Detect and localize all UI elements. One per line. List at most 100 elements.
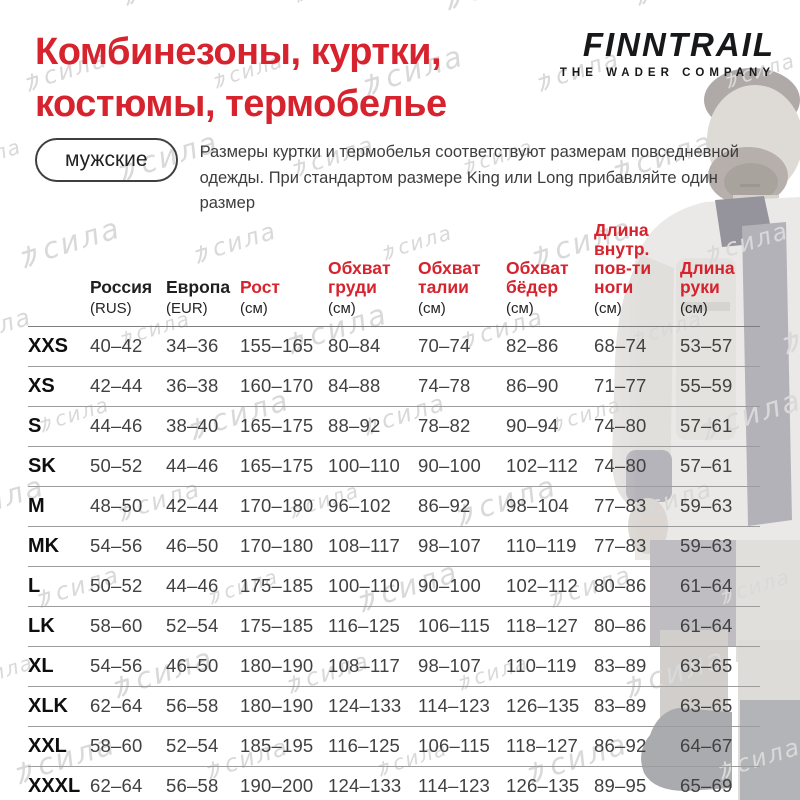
size-value: 48–50 <box>90 486 166 527</box>
size-value: 80–86 <box>594 606 680 647</box>
size-value: 62–64 <box>90 686 166 727</box>
title-line-1: Комбинезоны, куртки, <box>35 31 442 73</box>
size-value: 185–195 <box>240 726 328 767</box>
size-value: 108–117 <box>328 526 418 567</box>
size-value: 98–107 <box>418 646 506 687</box>
brand-logo: FINNTRAIL THE WADER COMPANY <box>560 26 775 79</box>
brand-tagline: THE WADER COMPANY <box>559 67 775 79</box>
size-value: 84–88 <box>328 366 418 407</box>
size-value: 88–92 <box>328 406 418 447</box>
size-value: 155–165 <box>240 326 328 367</box>
size-label: SK <box>28 446 90 487</box>
column-header-arm: Длина руки (см) <box>680 220 760 327</box>
size-value: 34–36 <box>166 326 240 367</box>
size-value: 77–83 <box>594 526 680 567</box>
size-value: 180–190 <box>240 646 328 687</box>
size-value: 116–125 <box>328 606 418 647</box>
size-value: 118–127 <box>506 606 594 647</box>
size-value: 86–92 <box>594 726 680 767</box>
size-value: 61–64 <box>680 606 760 647</box>
size-value: 90–100 <box>418 446 506 487</box>
size-label: L <box>28 566 90 607</box>
size-value: 54–56 <box>90 526 166 567</box>
size-value: 98–107 <box>418 526 506 567</box>
size-value: 96–102 <box>328 486 418 527</box>
size-value: 175–185 <box>240 566 328 607</box>
size-value: 57–61 <box>680 406 760 447</box>
size-value: 78–82 <box>418 406 506 447</box>
table-row: XLK 62–64 56–58 180–190 124–133 114–123 126–13… <box>28 686 760 727</box>
size-value: 42–44 <box>90 366 166 407</box>
size-value: 114–123 <box>418 686 506 727</box>
size-value: 126–135 <box>506 686 594 727</box>
size-value: 106–115 <box>418 606 506 647</box>
size-value: 50–52 <box>90 566 166 607</box>
size-label: S <box>28 406 90 447</box>
size-value: 55–59 <box>680 366 760 407</box>
size-value: 82–86 <box>506 326 594 367</box>
size-label: MK <box>28 526 90 567</box>
size-value: 170–180 <box>240 486 328 527</box>
size-value: 170–180 <box>240 526 328 567</box>
column-header-hips: Обхват бёдер (см) <box>506 220 594 327</box>
table-row: MK 54–56 46–50 170–180 108–117 98–107 110–119 7… <box>28 526 760 567</box>
size-value: 58–60 <box>90 606 166 647</box>
table-row: L 50–52 44–46 175–185 100–110 90–100 102–112 80… <box>28 566 760 607</box>
size-value: 86–90 <box>506 366 594 407</box>
size-value: 90–94 <box>506 406 594 447</box>
size-value: 44–46 <box>90 406 166 447</box>
size-value: 65–69 <box>680 775 733 797</box>
size-value: 86–92 <box>418 486 506 527</box>
size-value: 56–58 <box>166 775 219 797</box>
size-value: 100–110 <box>328 446 418 487</box>
size-value: 100–110 <box>328 566 418 607</box>
size-label: M <box>28 486 90 527</box>
size-value: 62–64 <box>90 775 143 797</box>
size-value: 74–80 <box>594 446 680 487</box>
size-value: 53–57 <box>680 326 760 367</box>
size-value: 118–127 <box>506 726 594 767</box>
column-header-inseam: Длина внутр. пов-ти ноги (см) <box>594 220 680 327</box>
size-value: 38–40 <box>166 406 240 447</box>
intro-text: Размеры куртки и термобелья соответствую… <box>199 143 739 213</box>
size-value: 102–112 <box>506 446 594 487</box>
size-value: 110–119 <box>506 646 594 687</box>
size-value: 46–50 <box>166 646 240 687</box>
size-value: 54–56 <box>90 646 166 687</box>
size-label: LK <box>28 606 90 647</box>
size-value: 44–46 <box>166 446 240 487</box>
size-value: 40–42 <box>90 326 166 367</box>
size-value: 50–52 <box>90 446 166 487</box>
size-value: 89–95 <box>594 775 647 797</box>
table-row: XS 42–44 36–38 160–170 84–88 74–78 86–90 71–77 5… <box>28 366 760 407</box>
size-value: 64–67 <box>680 726 760 767</box>
size-value: 114–123 <box>418 775 491 797</box>
title-line-2: костюмы, термобелье <box>35 83 447 125</box>
table-row: XXXL 62–64 56–58 190–200 124–133 114–123 126–1… <box>28 766 760 800</box>
table-row: XL 54–56 46–50 180–190 108–117 98–107 110–119 8… <box>28 646 760 687</box>
size-value: 61–64 <box>680 566 760 607</box>
column-header-eur: Европа (EUR) <box>166 220 240 327</box>
size-value: 57–61 <box>680 446 760 487</box>
intro-row: мужские Размеры куртки и термобелья соот… <box>35 138 800 217</box>
size-label: XL <box>28 646 90 687</box>
size-value: 90–100 <box>418 566 506 607</box>
size-value: 180–190 <box>240 686 328 727</box>
size-value: 98–104 <box>506 486 594 527</box>
page-title: Комбинезоны, куртки, костюмы, термобелье <box>35 26 447 130</box>
size-value: 63–65 <box>680 686 760 727</box>
size-label: XXS <box>28 326 90 367</box>
size-value: 175–185 <box>240 606 328 647</box>
size-value: 63–65 <box>680 646 760 687</box>
size-value: 44–46 <box>166 566 240 607</box>
column-header-size <box>28 220 90 327</box>
size-value: 126–135 <box>506 775 580 797</box>
size-value: 108–117 <box>328 646 418 687</box>
size-value: 190–200 <box>240 775 314 797</box>
table-row: XXL 58–60 52–54 185–195 116–125 106–115 118–12… <box>28 726 760 767</box>
table-row: M 48–50 42–44 170–180 96–102 86–92 98–104 77–83… <box>28 486 760 527</box>
size-table-body: XXS 40–42 34–36 155–165 80–84 70–74 82–86 68–74… <box>28 326 760 800</box>
size-value: 106–115 <box>418 726 506 767</box>
size-value: 83–89 <box>594 686 680 727</box>
